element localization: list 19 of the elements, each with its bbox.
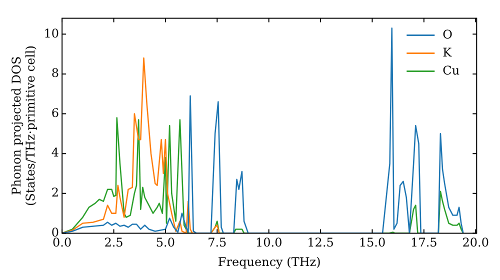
y-axis-title: Phonon projected DOS (States/THz·primitive cell) [9,45,38,206]
y-tick-label: 4 [51,146,60,160]
x-tick-label: 15.0 [358,236,386,250]
legend-label: Cu [442,63,460,78]
x-tick-label: 12.5 [307,236,334,250]
x-tick-label: 20.0 [462,236,489,250]
x-tick-label: 5.0 [156,236,175,250]
x-tick-label: 0.0 [52,236,72,250]
x-tick-label: 10.0 [255,236,282,250]
legend-label: K [442,45,453,60]
x-tick-label: 17.5 [410,236,438,250]
x-axis-title: Frequency (THz) [218,254,321,269]
y-tick-label: 8 [51,66,60,80]
x-tick-label: 7.5 [208,236,227,250]
legend-label: O [442,27,453,42]
y-tick-label: 2 [51,186,60,200]
x-tick-label: 2.5 [104,236,124,250]
y-tick-label: 10 [44,26,60,40]
y-tick-label: 6 [51,106,60,120]
